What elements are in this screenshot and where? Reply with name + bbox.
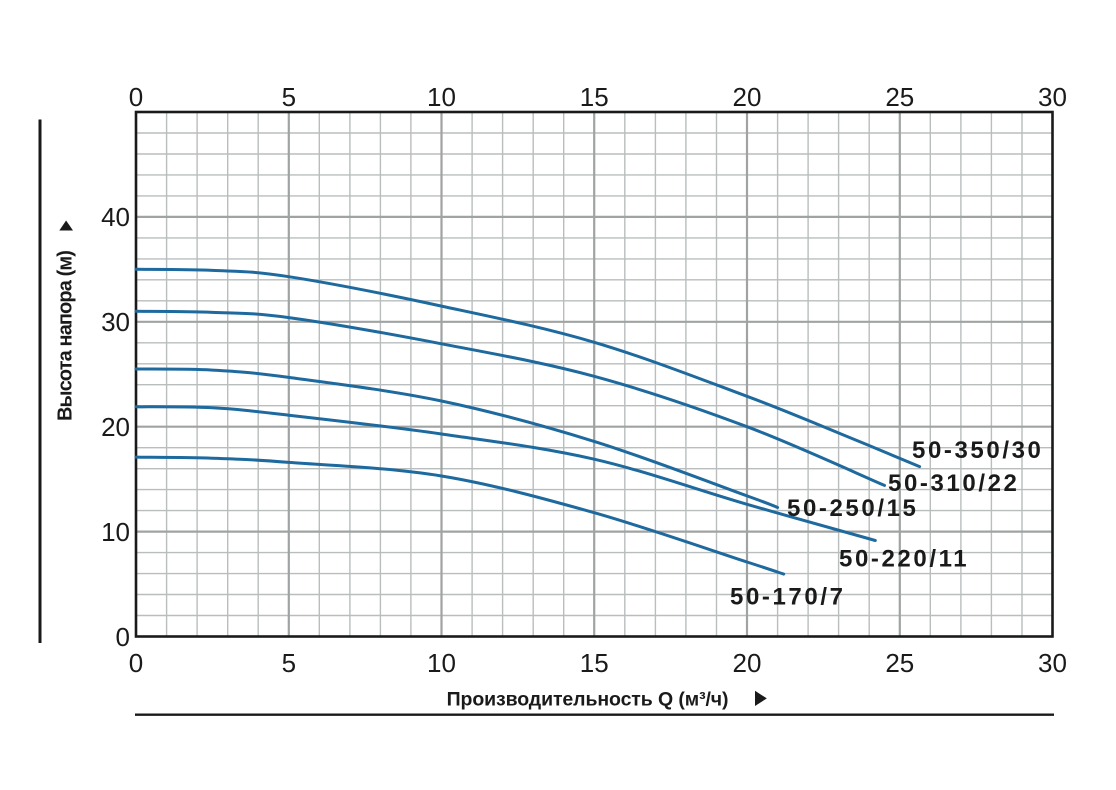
svg-text:0: 0 [129,648,143,678]
svg-text:10: 10 [427,648,456,678]
svg-text:50-250/15: 50-250/15 [787,495,919,522]
svg-text:50-220/11: 50-220/11 [839,546,969,573]
svg-text:50-170/7: 50-170/7 [730,584,846,611]
svg-text:20: 20 [733,648,762,678]
svg-text:Производительность Q (м³/ч): Производительность Q (м³/ч) [447,689,729,711]
svg-text:10: 10 [427,82,456,112]
svg-text:50-310/22: 50-310/22 [888,470,1020,497]
svg-text:15: 15 [580,648,609,678]
svg-text:5: 5 [282,82,296,112]
svg-text:20: 20 [733,82,762,112]
svg-text:0: 0 [129,82,143,112]
svg-text:10: 10 [101,517,130,547]
svg-text:40: 40 [101,202,130,232]
svg-text:15: 15 [580,82,609,112]
svg-text:50-350/30: 50-350/30 [912,437,1044,464]
svg-text:30: 30 [1038,648,1067,678]
svg-text:20: 20 [101,412,130,442]
svg-text:5: 5 [282,648,296,678]
svg-text:30: 30 [1038,82,1067,112]
svg-text:25: 25 [885,82,914,112]
svg-text:0: 0 [116,622,130,652]
svg-text:Высота напора (м): Высота напора (м) [55,251,77,421]
svg-text:25: 25 [885,648,914,678]
svg-text:30: 30 [101,307,130,337]
